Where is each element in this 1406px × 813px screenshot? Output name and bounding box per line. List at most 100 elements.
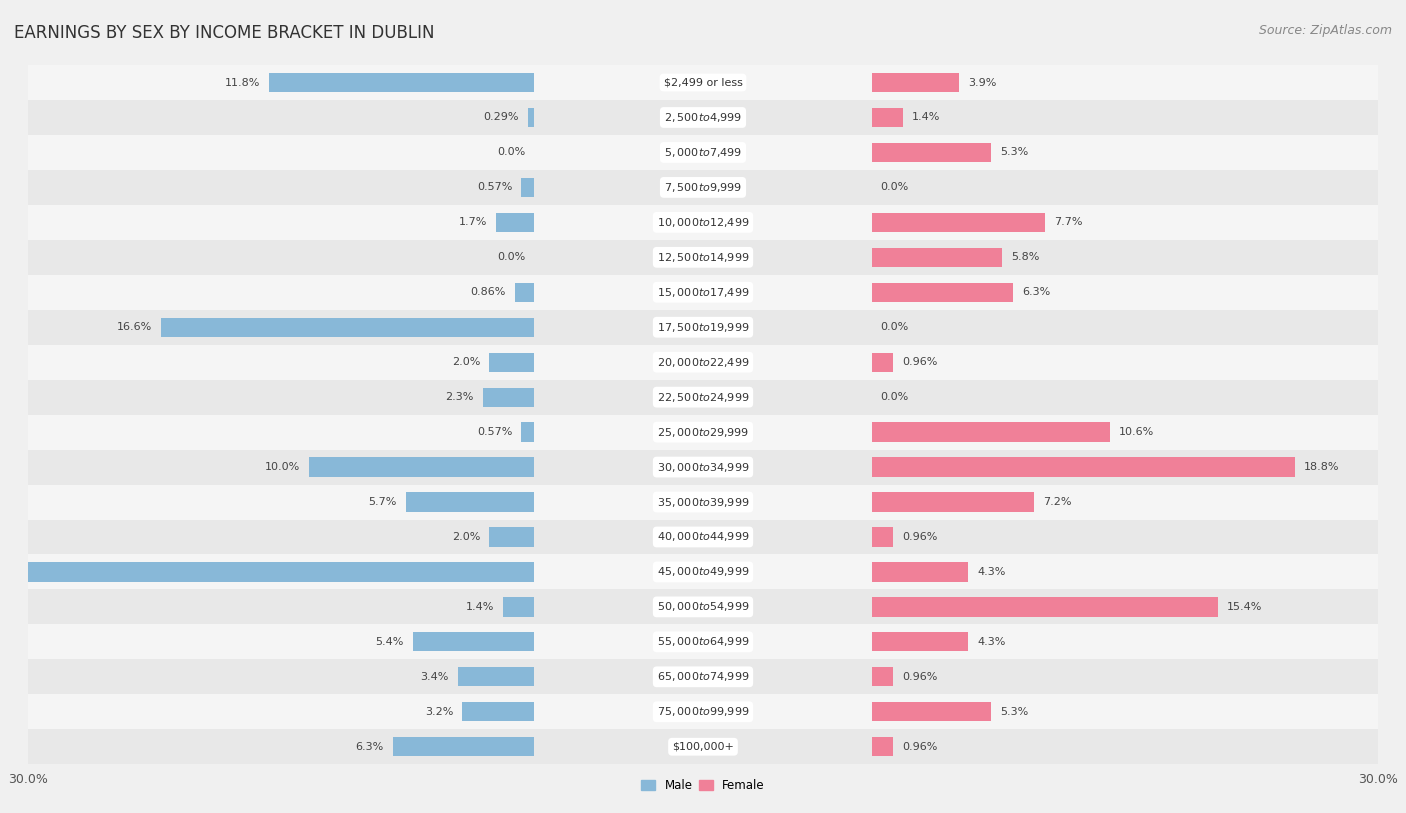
Text: $65,000 to $74,999: $65,000 to $74,999: [657, 671, 749, 683]
Text: $45,000 to $49,999: $45,000 to $49,999: [657, 566, 749, 578]
Bar: [872, 563, 969, 581]
Bar: [413, 633, 534, 651]
Bar: [872, 528, 893, 546]
Bar: [28, 450, 1378, 485]
Bar: [28, 624, 1378, 659]
Bar: [872, 702, 991, 721]
Text: $22,500 to $24,999: $22,500 to $24,999: [657, 391, 749, 403]
Bar: [872, 667, 893, 686]
Text: $2,500 to $4,999: $2,500 to $4,999: [664, 111, 742, 124]
Bar: [872, 737, 893, 756]
Text: $100,000+: $100,000+: [672, 741, 734, 752]
Legend: Male, Female: Male, Female: [637, 774, 769, 797]
Text: 0.0%: 0.0%: [880, 392, 908, 402]
Bar: [28, 415, 1378, 450]
Text: $15,000 to $17,499: $15,000 to $17,499: [657, 286, 749, 298]
Bar: [28, 170, 1378, 205]
Text: 0.0%: 0.0%: [498, 252, 526, 263]
Bar: [489, 528, 534, 546]
Text: 11.8%: 11.8%: [225, 77, 260, 88]
Text: 0.57%: 0.57%: [477, 427, 512, 437]
Bar: [28, 729, 1378, 764]
Bar: [28, 65, 1378, 100]
Text: $12,500 to $14,999: $12,500 to $14,999: [657, 251, 749, 263]
Text: 5.4%: 5.4%: [375, 637, 404, 647]
Bar: [496, 213, 534, 232]
Bar: [872, 493, 1033, 511]
Text: 4.3%: 4.3%: [977, 567, 1005, 577]
Text: 2.3%: 2.3%: [446, 392, 474, 402]
Text: 0.96%: 0.96%: [903, 741, 938, 752]
Bar: [269, 73, 534, 92]
Bar: [872, 213, 1045, 232]
Text: 0.29%: 0.29%: [484, 112, 519, 123]
Text: $5,000 to $7,499: $5,000 to $7,499: [664, 146, 742, 159]
Text: $7,500 to $9,999: $7,500 to $9,999: [664, 181, 742, 193]
Text: $20,000 to $22,499: $20,000 to $22,499: [657, 356, 749, 368]
Bar: [28, 345, 1378, 380]
Text: 10.6%: 10.6%: [1119, 427, 1154, 437]
Text: $25,000 to $29,999: $25,000 to $29,999: [657, 426, 749, 438]
Text: 0.96%: 0.96%: [903, 532, 938, 542]
Bar: [309, 458, 534, 476]
Bar: [406, 493, 534, 511]
Text: 7.7%: 7.7%: [1054, 217, 1083, 228]
Bar: [872, 283, 1014, 302]
Bar: [872, 423, 1111, 441]
Bar: [872, 598, 1218, 616]
Text: $35,000 to $39,999: $35,000 to $39,999: [657, 496, 749, 508]
Bar: [515, 283, 534, 302]
Text: $55,000 to $64,999: $55,000 to $64,999: [657, 636, 749, 648]
Bar: [28, 659, 1378, 694]
Text: $40,000 to $44,999: $40,000 to $44,999: [657, 531, 749, 543]
Text: Source: ZipAtlas.com: Source: ZipAtlas.com: [1258, 24, 1392, 37]
Bar: [522, 423, 534, 441]
Text: EARNINGS BY SEX BY INCOME BRACKET IN DUBLIN: EARNINGS BY SEX BY INCOME BRACKET IN DUB…: [14, 24, 434, 42]
Text: 1.4%: 1.4%: [912, 112, 941, 123]
Text: 3.9%: 3.9%: [969, 77, 997, 88]
Text: 5.3%: 5.3%: [1000, 706, 1028, 717]
Text: 3.4%: 3.4%: [420, 672, 449, 682]
Bar: [28, 554, 1378, 589]
Text: $2,499 or less: $2,499 or less: [664, 77, 742, 88]
Bar: [489, 353, 534, 372]
Text: 1.7%: 1.7%: [458, 217, 486, 228]
Text: 0.96%: 0.96%: [903, 357, 938, 367]
Text: 7.2%: 7.2%: [1043, 497, 1071, 507]
Bar: [482, 388, 534, 406]
Text: 6.3%: 6.3%: [356, 741, 384, 752]
Bar: [872, 353, 893, 372]
Text: 15.4%: 15.4%: [1227, 602, 1263, 612]
Bar: [0, 563, 534, 581]
Text: 2.0%: 2.0%: [451, 357, 481, 367]
Text: $30,000 to $34,999: $30,000 to $34,999: [657, 461, 749, 473]
Bar: [28, 240, 1378, 275]
Bar: [872, 108, 903, 127]
Bar: [28, 135, 1378, 170]
Text: 5.3%: 5.3%: [1000, 147, 1028, 158]
Text: $75,000 to $99,999: $75,000 to $99,999: [657, 706, 749, 718]
Text: 5.7%: 5.7%: [368, 497, 396, 507]
Bar: [458, 667, 534, 686]
Text: 0.0%: 0.0%: [498, 147, 526, 158]
Text: 0.57%: 0.57%: [477, 182, 512, 193]
Text: 10.0%: 10.0%: [266, 462, 301, 472]
Bar: [872, 248, 1002, 267]
Bar: [28, 485, 1378, 520]
Bar: [28, 100, 1378, 135]
Text: 0.0%: 0.0%: [880, 182, 908, 193]
Text: 0.0%: 0.0%: [880, 322, 908, 333]
Bar: [503, 598, 534, 616]
Bar: [872, 73, 959, 92]
Bar: [872, 633, 969, 651]
Bar: [522, 178, 534, 197]
Text: 3.2%: 3.2%: [425, 706, 453, 717]
Text: 0.86%: 0.86%: [471, 287, 506, 298]
Bar: [463, 702, 534, 721]
Text: 2.0%: 2.0%: [451, 532, 481, 542]
Text: $10,000 to $12,499: $10,000 to $12,499: [657, 216, 749, 228]
Bar: [160, 318, 534, 337]
Bar: [28, 275, 1378, 310]
Bar: [28, 694, 1378, 729]
Bar: [28, 310, 1378, 345]
